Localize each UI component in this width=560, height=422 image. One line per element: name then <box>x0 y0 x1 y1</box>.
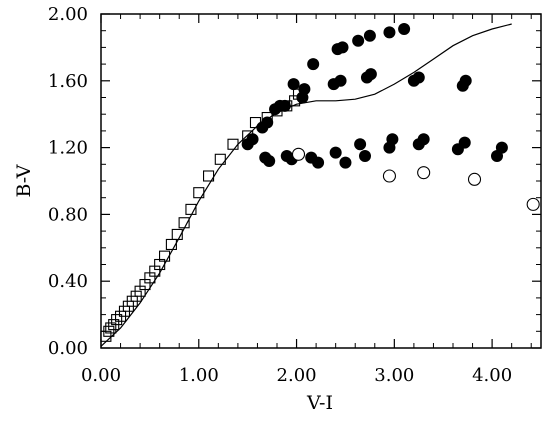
open-circle-point <box>417 166 431 180</box>
x-tick-label: 3.00 <box>374 365 414 386</box>
filled-circle-point <box>459 74 472 87</box>
x-tick-label: 2.00 <box>277 365 317 386</box>
filled-circle-point <box>359 149 371 162</box>
filled-circle-point <box>352 34 365 47</box>
y-tick-labels: 0.00 0.40 0.80 1.20 1.60 2.00 <box>48 4 88 359</box>
x-tick-label: 4.00 <box>472 365 512 386</box>
filled-circle-point <box>458 136 471 149</box>
filled-circle-point <box>364 68 377 81</box>
y-tick-label: 1.60 <box>48 71 88 92</box>
open-circle-point <box>467 172 482 186</box>
x-tick-label: 0.00 <box>81 365 121 386</box>
y-tick-label: 0.00 <box>48 338 88 359</box>
open-square-point <box>193 187 205 199</box>
open-square-point <box>178 217 190 229</box>
open-square-point <box>171 228 183 240</box>
filled-circle-point <box>495 141 508 154</box>
filled-circle-point <box>354 138 367 151</box>
open-square-point <box>227 138 239 150</box>
y-tick-label: 2.00 <box>48 4 88 25</box>
open-square-point <box>165 238 177 251</box>
open-square-point <box>203 170 215 182</box>
filled-circle-point <box>298 83 311 96</box>
open-circle-point <box>291 147 306 161</box>
filled-circle-point <box>312 156 325 169</box>
y-tick-label: 1.20 <box>48 138 88 159</box>
filled-circle-point <box>386 133 399 146</box>
model-curve <box>100 23 512 347</box>
filled-circle-point <box>246 133 259 146</box>
filled-circle-point <box>278 99 291 112</box>
filled-circle-point <box>339 156 352 169</box>
filled-circle-point <box>261 116 274 129</box>
filled-circle-point <box>412 71 425 84</box>
open-square-point <box>159 250 171 262</box>
open-square-point <box>111 314 123 326</box>
filled-circle-point <box>334 74 347 87</box>
open-square-point <box>185 203 197 215</box>
open-square-point <box>214 153 226 165</box>
y-tick-label: 0.80 <box>48 204 88 225</box>
open-circle-point <box>382 169 396 183</box>
filled-circle-point <box>383 26 396 39</box>
y-axis-label: B-V <box>13 164 35 197</box>
filled-circle-point <box>329 146 342 159</box>
y-tick-label: 0.40 <box>48 271 88 292</box>
x-axis-label: V-I <box>306 392 333 414</box>
x-tick-labels: 0.00 1.00 2.00 3.00 4.00 <box>81 365 512 386</box>
open-circle-point <box>526 197 540 211</box>
filled-circle-point <box>363 29 376 42</box>
filled-circle-point <box>398 23 411 36</box>
filled-circle-point <box>417 133 430 146</box>
filled-circle-point <box>336 41 349 54</box>
filled-circle-point <box>287 78 300 91</box>
filled-circle-point <box>263 154 276 167</box>
open-square-point <box>105 322 117 334</box>
data-marks <box>100 23 540 347</box>
x-tick-label: 1.00 <box>179 365 219 386</box>
filled-circle-point <box>307 58 320 71</box>
